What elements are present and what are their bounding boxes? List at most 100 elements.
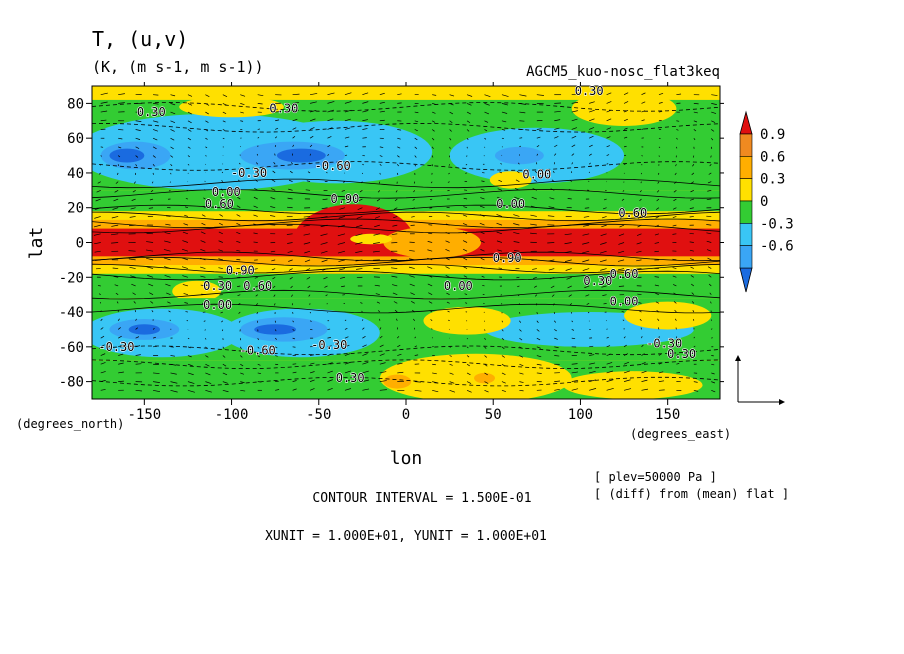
wind-vector (203, 197, 206, 200)
wind-vector (641, 110, 646, 113)
wind-vector (448, 319, 450, 322)
wind-vector (536, 128, 542, 130)
wind-vector (571, 320, 573, 323)
wind-vector (497, 188, 503, 191)
wind-vector (96, 190, 101, 193)
wind-vector (271, 259, 276, 262)
wind-vector (636, 233, 642, 236)
wind-vector (305, 268, 311, 271)
wind-vector (449, 129, 452, 132)
wind-vector (409, 250, 415, 252)
wind-vector (658, 344, 661, 348)
wind-vector (309, 144, 313, 148)
wind-vector (449, 381, 455, 384)
wind-vector (480, 197, 485, 200)
wind-vector (618, 233, 625, 237)
wind-vector (113, 276, 119, 278)
wind-vector (606, 109, 612, 113)
wind-vector (379, 155, 383, 157)
wind-vector (362, 327, 365, 330)
wind-vector (392, 292, 398, 295)
wind-vector (534, 170, 538, 174)
wind-vector (410, 292, 415, 295)
wind-vector (360, 181, 363, 184)
wind-vector (397, 164, 400, 167)
wind-vector (606, 145, 610, 148)
wind-vector (253, 214, 258, 217)
wind-vector (513, 205, 520, 209)
wind-vector (411, 216, 415, 218)
wind-vector (339, 276, 346, 279)
wind-vector (641, 370, 647, 374)
wind-vector (362, 353, 368, 356)
wind-vector (115, 181, 119, 184)
wind-vector (327, 92, 335, 96)
wind-vector (432, 389, 439, 393)
wind-vector (501, 103, 509, 106)
wind-vector (554, 380, 560, 382)
wind-vector (170, 129, 175, 132)
wind-vector (571, 144, 576, 148)
wind-vector (170, 155, 174, 158)
wind-vector (93, 224, 101, 228)
wind-vector (548, 259, 555, 262)
wind-vector (710, 155, 712, 158)
wind-vector (218, 267, 223, 269)
wind-vector (397, 371, 404, 374)
wind-vector (327, 145, 331, 148)
wind-vector (676, 354, 679, 356)
wind-vector (589, 362, 596, 365)
wind-vector (379, 380, 387, 382)
wind-vector (257, 136, 260, 139)
wind-vector (151, 181, 154, 184)
wind-vector (449, 120, 453, 124)
wind-vector (309, 311, 311, 314)
wind-vector (135, 327, 138, 330)
wind-vector (118, 371, 124, 374)
wind-vector (654, 276, 659, 278)
wind-vector (429, 310, 433, 313)
wind-vector (324, 285, 328, 288)
wind-vector (288, 259, 293, 262)
wind-vector (344, 118, 351, 122)
wind-vector (397, 137, 401, 140)
wind-vector (183, 293, 189, 296)
wind-vector (711, 94, 718, 96)
wind-vector (391, 284, 398, 287)
contour-label: -0.60 (240, 343, 276, 357)
chart-subtitle: (K, (m s-1, m s-1)) (92, 58, 264, 76)
wind-vector (640, 181, 642, 184)
wind-vector (531, 259, 537, 261)
wind-vector (690, 181, 695, 184)
wind-vector (530, 214, 537, 217)
wind-vector (170, 103, 176, 106)
wind-vector (600, 276, 607, 280)
wind-vector (501, 303, 503, 305)
wind-vector (672, 284, 677, 287)
wind-vector (519, 145, 522, 148)
wind-vector (673, 301, 677, 304)
wind-vector (513, 241, 520, 243)
wind-vector (533, 179, 538, 182)
wind-vector (309, 388, 315, 391)
wind-vector (463, 197, 468, 200)
wind-vector (200, 275, 206, 278)
wind-vector (222, 111, 227, 114)
wind-vector (218, 258, 223, 261)
wind-vector (146, 232, 154, 235)
wind-vector (113, 198, 119, 202)
wind-vector (655, 293, 660, 295)
wind-vector (286, 233, 293, 235)
wind-vector (445, 257, 450, 261)
wind-vector (554, 337, 558, 340)
wind-vector (430, 190, 433, 192)
wind-vector (100, 380, 106, 382)
wind-vector (568, 188, 572, 191)
wind-vector (257, 337, 259, 341)
wind-vector (519, 355, 524, 358)
wind-vector (430, 181, 433, 184)
wind-vector (128, 224, 136, 227)
field-nh-blue-1 (109, 148, 145, 163)
x-tick-label: -100 (215, 407, 249, 423)
wind-vector (501, 363, 506, 367)
